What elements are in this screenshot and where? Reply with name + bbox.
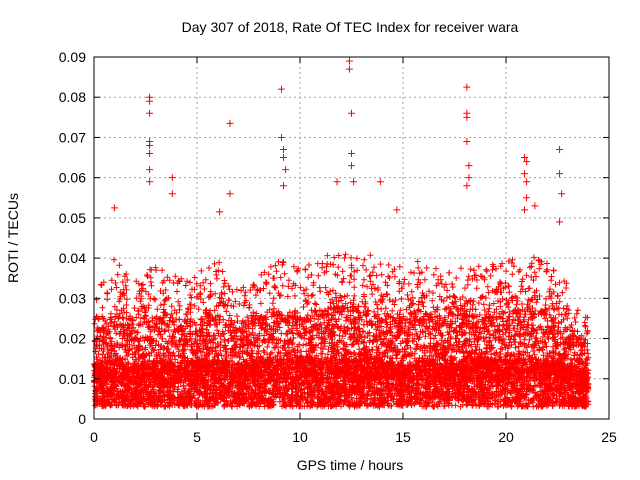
roti-outlier-point xyxy=(463,182,471,190)
roti-outlier-point xyxy=(556,218,564,226)
x-tick-label: 20 xyxy=(498,429,514,445)
roti-outlier-point xyxy=(558,190,566,198)
roti-outlier-point xyxy=(531,202,539,210)
roti-outlier-point xyxy=(556,170,564,178)
y-axis-ticks: 0 0.01 0.02 0.03 0.04 0.05 0.06 0.07 0.08 0.09 xyxy=(59,49,609,427)
y-axis-label: ROTI / TECUs xyxy=(5,193,21,283)
roti-outlier-point xyxy=(350,178,358,186)
roti-outlier-point xyxy=(348,162,355,170)
x-axis-ticks: 0 5 10 15 20 25 xyxy=(90,57,617,445)
roti-outlier-point xyxy=(521,206,529,214)
roti-outlier-point xyxy=(523,194,531,202)
roti-outlier-point xyxy=(463,83,471,91)
x-tick-label: 0 xyxy=(90,429,98,445)
roti-outlier-point xyxy=(146,166,154,174)
x-tick-label: 5 xyxy=(193,429,201,445)
roti-outlier-point xyxy=(465,162,473,170)
roti-outlier-point xyxy=(463,137,471,145)
x-tick-label: 15 xyxy=(395,429,411,445)
roti-outlier-point xyxy=(280,154,288,162)
roti-outlier-point xyxy=(348,109,355,117)
roti-outlier-point xyxy=(376,178,384,186)
roti-outlier-point xyxy=(523,158,531,166)
roti-outlier-point xyxy=(146,178,154,186)
roti-outlier-point xyxy=(348,150,355,158)
roti-outlier-point xyxy=(111,204,119,212)
roti-outlier-point xyxy=(521,170,529,178)
x-tick-label: 25 xyxy=(601,429,617,445)
data-points xyxy=(91,57,592,410)
roti-outlier-point xyxy=(146,109,154,117)
y-tick-label: 0.04 xyxy=(59,250,86,266)
roti-outlier-point xyxy=(282,166,290,174)
roti-outlier-point xyxy=(146,150,154,158)
plot-frame xyxy=(93,56,610,420)
roti-outlier-point xyxy=(333,178,341,186)
roti-outlier-point xyxy=(280,182,288,190)
roti-outlier-point xyxy=(277,133,285,141)
y-tick-label: 0.02 xyxy=(59,331,86,347)
roti-outlier-point xyxy=(216,208,224,216)
roti-outlier-point xyxy=(521,154,529,162)
roti-outlier-point xyxy=(465,174,473,182)
roti-outlier-point xyxy=(226,119,234,127)
roti-outlier-point xyxy=(146,97,154,105)
y-tick-label: 0.01 xyxy=(59,371,86,387)
y-tick-label: 0.09 xyxy=(59,49,86,65)
roti-point-cloud xyxy=(91,251,592,410)
roti-outlier-point xyxy=(280,146,288,154)
roti-outlier-point xyxy=(523,178,531,186)
roti-outlier-point xyxy=(146,141,154,149)
y-tick-label: 0.08 xyxy=(59,89,86,105)
y-tick-label: 0.03 xyxy=(59,290,86,306)
roti-outlier-point xyxy=(345,65,353,73)
y-tick-label: 0.06 xyxy=(59,170,86,186)
roti-outlier-point xyxy=(168,174,176,182)
y-tick-label: 0 xyxy=(78,411,86,427)
roti-outlier-point xyxy=(168,190,176,198)
roti-outlier-point xyxy=(277,85,285,93)
chart-title: Day 307 of 2018, Rate Of TEC Index for r… xyxy=(182,19,519,35)
x-axis-label: GPS time / hours xyxy=(297,457,404,473)
x-tick-label: 10 xyxy=(292,429,308,445)
y-tick-label: 0.05 xyxy=(59,210,86,226)
roti-outlier-point xyxy=(345,57,353,65)
y-tick-label: 0.07 xyxy=(59,129,86,145)
roti-outlier-point xyxy=(463,113,471,121)
roti-outlier-point xyxy=(226,190,234,198)
roti-outlier-point xyxy=(556,146,564,154)
roti-outlier-point xyxy=(393,206,401,214)
